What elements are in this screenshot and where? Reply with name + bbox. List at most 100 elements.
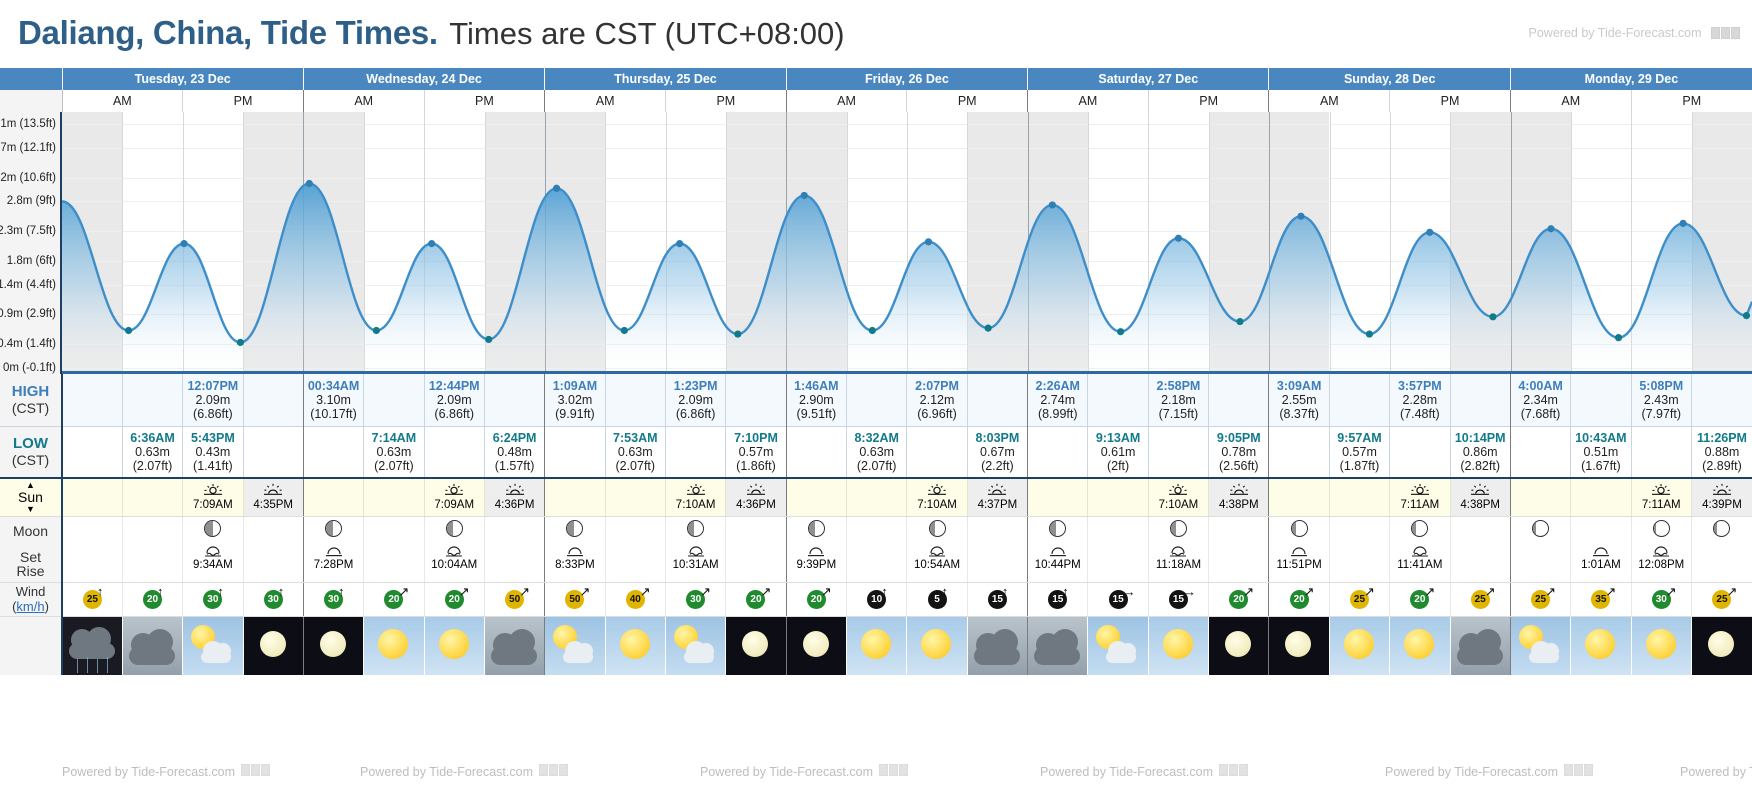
moon-phase-icon [325, 520, 343, 538]
tide-point-low-23[interactable] [1489, 313, 1497, 321]
wind-indicator: 20 ↗ [384, 584, 409, 609]
sun-cell-26: 7:11AM [1630, 478, 1692, 517]
y-axis-tick-8: 0.4m (1.4ft) [0, 338, 56, 351]
low-tide-label: LOW (CST) [0, 426, 63, 478]
day-header-0: Tuesday, 23 Dec [61, 68, 304, 90]
tide-point-low-11[interactable] [734, 330, 742, 338]
weather-icon-sunny [907, 616, 967, 675]
moon-event-time: 10:04AM [431, 559, 478, 571]
tide-point-high-22[interactable] [1426, 228, 1434, 236]
tide-point-high-6[interactable] [428, 240, 436, 248]
wind-speed: 20 [1289, 590, 1309, 609]
sun-weather-icon [861, 628, 892, 659]
moon-phase-cell-21 [1328, 516, 1390, 546]
ampm-cell-am-0: AM [61, 90, 183, 112]
sun-cell-27: 4:39PM [1690, 478, 1752, 517]
gridline-v-5 [363, 112, 365, 371]
ampm-cell-pm-4: PM [1147, 90, 1269, 112]
tide-height-ft: (1.86ft) [736, 458, 776, 473]
wind-cell-14: 5 ↑ [906, 582, 968, 617]
moon-weather-icon [1285, 630, 1312, 657]
tide-height-m: 0.78m [1221, 444, 1257, 459]
ampm-cell-am-1: AM [302, 90, 425, 112]
tide-point-high-10[interactable] [676, 240, 684, 248]
wind-indicator: 25 ↗ [1349, 584, 1375, 609]
weather-cell-7 [483, 616, 545, 675]
tide-point-high-4[interactable] [305, 179, 313, 188]
tide-point-high-20[interactable] [1297, 212, 1305, 220]
low-tide-cell-15: 8:03PM 0.67m (2.2ft) [966, 426, 1028, 478]
moon-phase-cell-5 [363, 516, 425, 546]
sun-cell-21 [1328, 478, 1390, 517]
sunset-icon [1712, 484, 1731, 496]
tide-point-high-16[interactable] [1048, 201, 1056, 209]
sun-time: 4:39PM [1702, 499, 1742, 512]
wind-speed: 25 [1470, 590, 1490, 609]
footer-powered-text: Powered by Tide-Forecast.com [700, 765, 873, 779]
wind-cell-12: 20 ↗ [785, 582, 847, 617]
sunrise-icon [445, 484, 464, 496]
rise-label-text: Rise [16, 562, 45, 579]
tide-point-low-17[interactable] [1116, 328, 1125, 336]
wind-speed: 25 [1349, 590, 1369, 609]
tide-table: Tuesday, 23 Dec Wednesday, 24 Dec Thursday… [0, 68, 1752, 675]
ampm-cell-am-5: AM [1268, 90, 1390, 112]
tide-point-high-24[interactable] [1547, 225, 1555, 233]
tide-height-m: 0.67m [980, 444, 1015, 459]
tide-height-m: 0.57m [738, 444, 774, 459]
tide-point-high-14[interactable] [924, 238, 933, 246]
tide-time: 1:09AM [552, 378, 598, 393]
day-header-spacer [0, 68, 62, 90]
weather-icon-cloud [1450, 616, 1510, 675]
sun-time: 4:37PM [977, 499, 1018, 512]
tide-point-low-5[interactable] [372, 326, 380, 335]
sun-cell-4 [302, 478, 364, 517]
wind-unit-link[interactable]: km/h [16, 599, 45, 614]
moon-event-time: 11:18AM [1155, 559, 1202, 571]
sun-label: ▲ Sun ▼ [0, 478, 63, 517]
sun-cell-7: 4:36PM [483, 478, 545, 517]
tide-point-low-25[interactable] [1614, 334, 1623, 342]
moon-event-cell-0 [61, 546, 123, 583]
sun-cell-23: 4:38PM [1449, 478, 1511, 517]
tide-height-m: 2.09m [678, 392, 713, 407]
weather-icon-sunny [605, 616, 665, 675]
wind-cell-21: 25 ↗ [1328, 582, 1390, 617]
wind-indicator: 25 ↗ [1712, 584, 1737, 609]
down-arrow-icon: ▼ [26, 504, 35, 515]
tide-point-low-15[interactable] [984, 324, 992, 332]
tide-point-high-2[interactable] [180, 240, 188, 248]
sun-row: ▲ Sun ▼ 7:09AM 4:35PM 7:09AM 4:36PM 7:10AM 4:… [0, 478, 1752, 517]
high-tide-cell-22: 3:57PM 2.28m (7.48ft) [1389, 374, 1450, 426]
tide-point-high-26[interactable] [1679, 219, 1687, 227]
moonset-icon [687, 546, 704, 557]
tide-point-low-27[interactable] [1742, 312, 1751, 320]
tide-point-low-19[interactable] [1236, 317, 1244, 326]
tide-point-high-12[interactable] [800, 191, 808, 200]
weather-icon-rain-night [63, 616, 122, 675]
weather-cell-20 [1268, 616, 1330, 675]
tide-point-low-9[interactable] [620, 326, 628, 335]
wind-cell-16: 15 ↑ [1027, 582, 1088, 617]
tide-point-high-18[interactable] [1174, 234, 1183, 242]
wind-cell-10: 30 ↗ [664, 582, 726, 617]
tide-point-low-1[interactable] [124, 326, 133, 335]
wind-indicator: 15 → [1108, 584, 1136, 609]
ampm-cell-pm-1: PM [423, 90, 545, 112]
sunset-icon [968, 483, 1027, 498]
moon-phase-cell-19 [1208, 516, 1269, 546]
ampm-cell-pm-5: PM [1389, 90, 1511, 112]
wind-cell-7: 50 ↗ [483, 582, 545, 617]
wind-direction-icon: ↗ [760, 584, 772, 599]
wind-direction-icon: ↗ [1303, 584, 1315, 599]
tide-height-ft: (9.91ft) [555, 406, 595, 421]
wind-direction-icon: ↑ [1001, 584, 1009, 599]
weather-cell-14 [906, 616, 968, 675]
tide-point-low-3[interactable] [236, 338, 244, 347]
tide-point-low-7[interactable] [485, 335, 493, 344]
tide-point-low-21[interactable] [1365, 330, 1374, 338]
tide-point-low-13[interactable] [868, 326, 876, 335]
tide-point-high-8[interactable] [552, 184, 561, 192]
moon-event-cell-10: 10:31AM [664, 546, 726, 583]
weather-icon-clear-night [1691, 616, 1752, 675]
